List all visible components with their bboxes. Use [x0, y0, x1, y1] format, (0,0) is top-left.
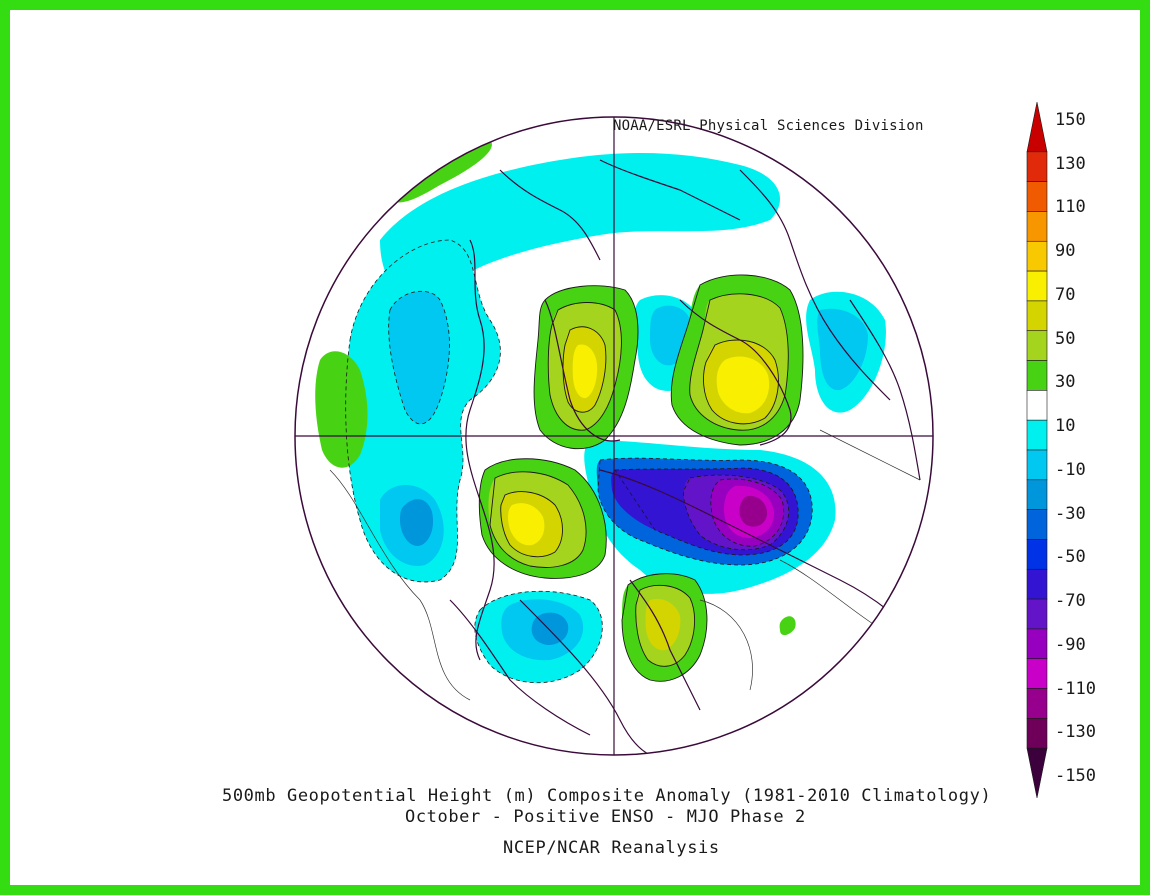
- colorbar-top-arrow: [1026, 101, 1048, 153]
- anomaly-field: [315, 140, 921, 701]
- colorbar-swatch: [1026, 658, 1048, 689]
- colorbar-label: -50: [1055, 547, 1086, 568]
- colorbar-swatch: [1026, 568, 1048, 600]
- credit-text: NOAA/ESRL Physical Sciences Division: [613, 118, 924, 134]
- colorbar-label: -90: [1055, 634, 1086, 655]
- colorbar-label: -130: [1055, 722, 1096, 743]
- colorbar-swatch: [1026, 181, 1048, 212]
- colorbar-label: 70: [1055, 284, 1076, 305]
- colorbar-swatch: [1026, 539, 1048, 570]
- colorbar-label: -70: [1055, 591, 1086, 612]
- colorbar-label: 150: [1055, 110, 1086, 130]
- title-line-2: October - Positive ENSO - MJO Phase 2: [405, 807, 806, 827]
- colorbar-label: 50: [1055, 328, 1076, 349]
- colorbar-label: 90: [1055, 241, 1076, 262]
- colorbar-swatch: [1026, 449, 1048, 481]
- colorbar-label: 30: [1055, 372, 1076, 393]
- title-line-1: 500mb Geopotential Height (m) Composite …: [222, 786, 992, 806]
- colorbar-swatch: [1026, 598, 1048, 630]
- colorbar-label: 110: [1055, 197, 1086, 218]
- coastlines: [449, 159, 921, 755]
- colorbar: [1026, 101, 1048, 799]
- colorbar-label: -30: [1055, 503, 1086, 524]
- colorbar-label: 130: [1055, 153, 1086, 174]
- colorbar-swatch: [1026, 479, 1048, 510]
- source-text: NCEP/NCAR Reanalysis: [503, 838, 720, 858]
- colorbar-label: -110: [1055, 678, 1096, 699]
- colorbar-swatch: [1026, 330, 1048, 361]
- colorbar-swatch: [1026, 211, 1048, 242]
- colorbar-label: -10: [1055, 459, 1086, 480]
- colorbar-swatch: [1026, 509, 1048, 540]
- colorbar-swatch: [1026, 151, 1048, 182]
- colorbar-swatch: [1026, 390, 1048, 421]
- colorbar-swatch: [1026, 688, 1048, 719]
- colorbar-swatch: [1026, 240, 1048, 272]
- colorbar-swatch: [1026, 718, 1048, 749]
- colorbar-label: 10: [1055, 416, 1076, 437]
- colorbar-swatch: [1026, 270, 1048, 302]
- colorbar-swatch: [1026, 360, 1048, 391]
- colorbar-swatch: [1026, 628, 1048, 660]
- colorbar-swatch: [1026, 300, 1048, 332]
- colorbar-bottom-arrow: [1026, 747, 1048, 799]
- map-boundary: [294, 116, 934, 756]
- colorbar-swatch: [1026, 419, 1048, 451]
- colorbar-label: -150: [1055, 766, 1096, 786]
